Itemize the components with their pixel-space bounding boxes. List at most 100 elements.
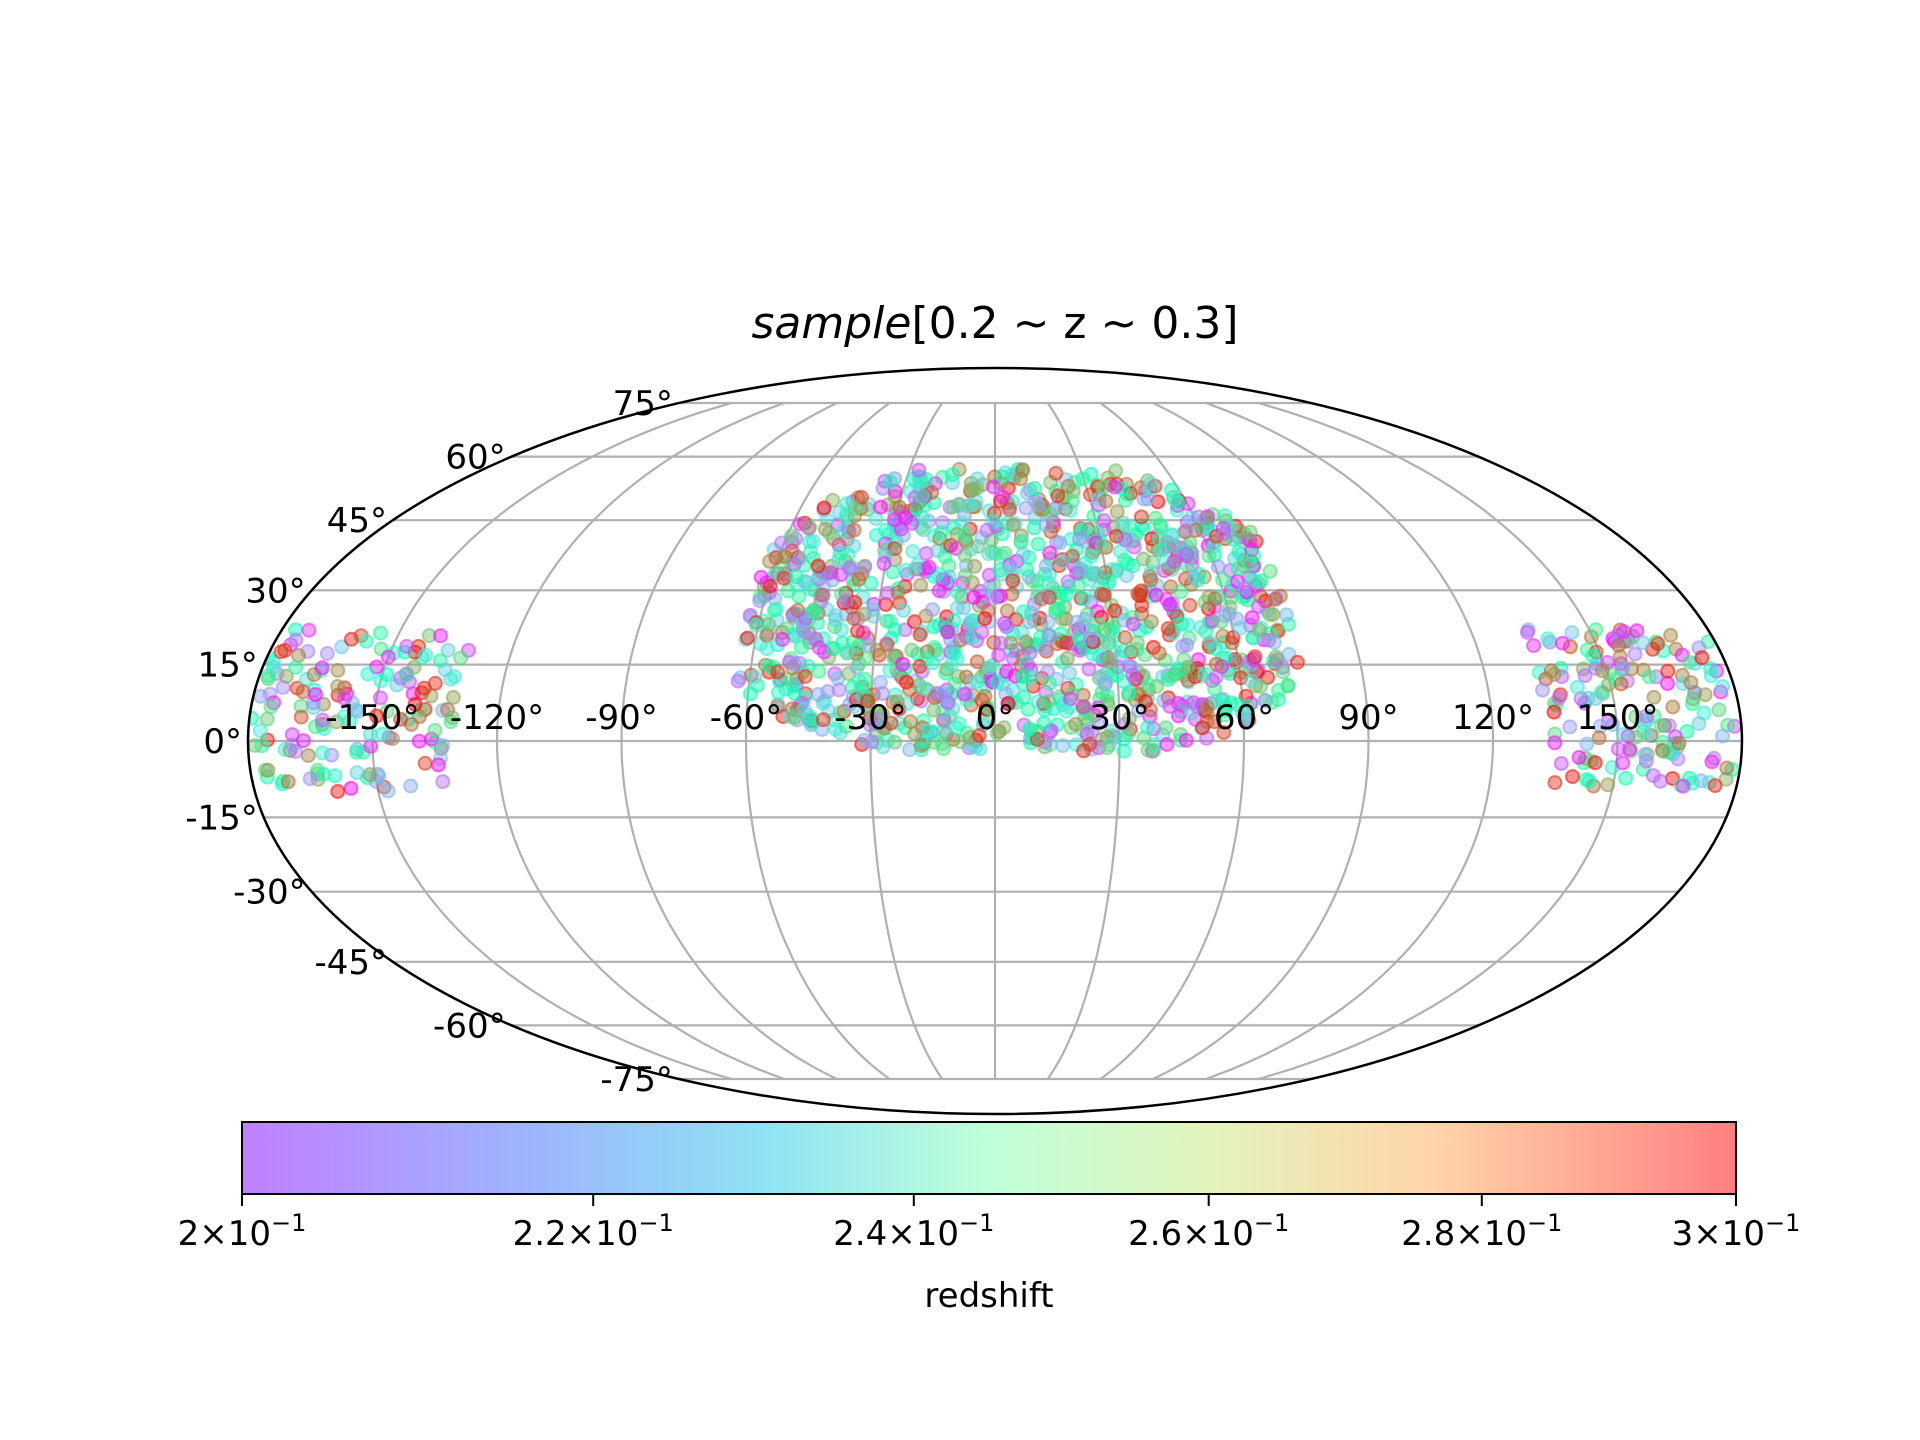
data-point [362, 726, 378, 742]
data-point [1628, 729, 1644, 745]
data-point [1684, 696, 1700, 712]
data-point [1041, 693, 1057, 709]
data-point [921, 559, 937, 575]
data-point [1217, 608, 1233, 624]
data-point [1704, 754, 1720, 770]
data-point [1050, 488, 1066, 504]
data-point [907, 726, 923, 742]
data-point [787, 656, 803, 672]
data-point [1048, 601, 1064, 617]
data-point [1030, 497, 1046, 513]
data-point [910, 557, 926, 573]
data-point [445, 689, 461, 705]
data-point [1239, 712, 1254, 728]
data-point [890, 585, 906, 600]
data-point [319, 646, 335, 661]
data-point [1635, 635, 1651, 651]
data-point [417, 755, 433, 771]
data-point [1234, 705, 1250, 721]
data-point [925, 602, 940, 618]
data-point [1562, 639, 1578, 655]
data-point [1107, 479, 1123, 495]
lon-tick-label: -30° [834, 698, 907, 738]
data-point [981, 660, 997, 676]
data-point [1117, 630, 1133, 645]
data-point [998, 664, 1014, 679]
data-point [411, 733, 427, 749]
data-point [999, 618, 1015, 634]
data-point [1208, 669, 1224, 685]
data-point [1622, 741, 1638, 757]
data-point [811, 663, 827, 679]
data-point [315, 712, 330, 728]
data-point [886, 512, 902, 528]
data-point [1058, 703, 1074, 719]
data-point [1049, 671, 1065, 687]
data-point [1158, 720, 1174, 736]
lat-tick-label: -15° [185, 798, 258, 838]
data-point [816, 500, 832, 516]
data-point [947, 676, 962, 692]
data-point [435, 774, 451, 790]
data-point [936, 741, 951, 757]
data-point [1099, 740, 1115, 756]
data-point [857, 559, 873, 575]
data-point [362, 767, 378, 782]
data-point [348, 702, 364, 718]
data-point [842, 560, 858, 576]
data-point [1109, 667, 1125, 683]
data-point [887, 541, 903, 557]
data-point [1162, 597, 1178, 613]
data-point [1121, 711, 1137, 727]
data-point [1210, 559, 1226, 575]
data-point [369, 708, 384, 724]
data-point [1143, 702, 1158, 718]
data-point [770, 685, 786, 700]
data-point [1683, 675, 1699, 691]
data-point [1083, 631, 1099, 647]
data-point [358, 633, 374, 649]
data-point [330, 784, 346, 799]
data-point [882, 474, 898, 490]
data-point [966, 589, 982, 605]
data-point [814, 587, 830, 603]
map-border [246, 366, 1744, 1116]
data-point [831, 682, 847, 698]
data-point [1289, 654, 1305, 670]
data-point [730, 673, 746, 689]
data-point [810, 686, 826, 702]
data-point [1588, 622, 1604, 638]
data-point [1553, 756, 1569, 771]
data-point [1159, 737, 1175, 752]
data-point [1140, 676, 1156, 692]
data-point [1097, 621, 1112, 637]
data-point [839, 718, 854, 734]
data-point [838, 593, 854, 609]
data-point [1665, 699, 1681, 715]
data-point [1042, 545, 1058, 561]
lat-tick-label: 0° [203, 722, 242, 762]
data-point [1055, 738, 1071, 754]
data-point [1153, 519, 1169, 535]
data-point [1125, 616, 1141, 632]
data-point [1062, 691, 1078, 707]
data-point [1135, 551, 1151, 567]
data-point [421, 628, 437, 644]
data-point [1140, 720, 1155, 735]
data-point [815, 712, 831, 728]
data-point [810, 558, 826, 574]
data-point [380, 649, 396, 665]
data-point [1068, 716, 1084, 732]
data-point [1036, 715, 1052, 731]
data-point [1018, 654, 1034, 670]
data-point [873, 499, 889, 515]
data-point [950, 585, 966, 601]
data-point [1275, 664, 1291, 680]
data-point [1098, 493, 1114, 509]
data-point [1173, 584, 1189, 600]
data-point [374, 726, 390, 742]
data-point [1082, 487, 1098, 503]
data-point [1618, 770, 1634, 786]
data-point [1116, 643, 1132, 659]
data-point [1182, 597, 1198, 613]
